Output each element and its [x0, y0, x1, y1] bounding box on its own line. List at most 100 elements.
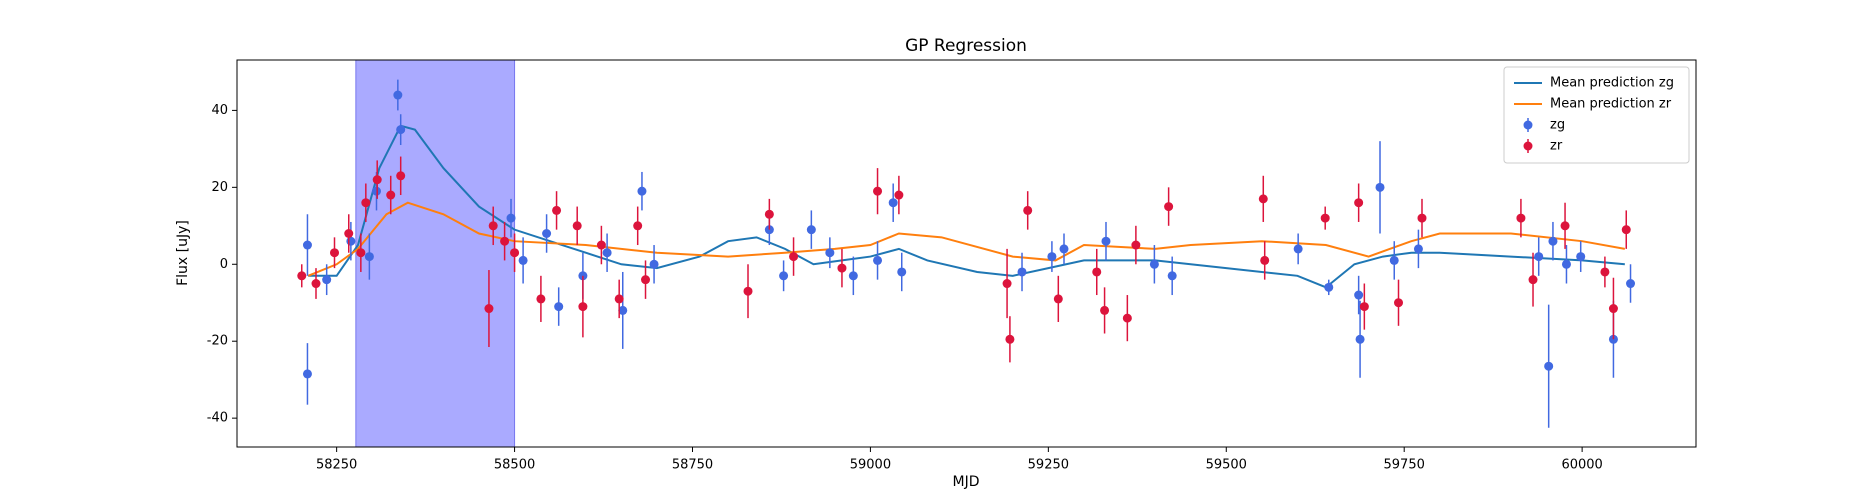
data-point: [779, 271, 789, 281]
data-point: [1167, 271, 1177, 281]
data-point: [825, 248, 835, 258]
legend-label: zg: [1550, 118, 1565, 133]
data-point: [297, 271, 307, 281]
data-point: [356, 248, 366, 258]
data-point: [1548, 236, 1558, 246]
data-point: [618, 305, 628, 315]
data-point: [894, 190, 904, 200]
data-point: [554, 302, 564, 312]
data-point: [897, 267, 907, 277]
data-point: [396, 125, 406, 135]
data-point: [1059, 244, 1069, 254]
data-point: [1101, 236, 1111, 246]
data-point: [743, 286, 753, 296]
data-point: [1528, 275, 1538, 285]
data-point: [1621, 225, 1631, 235]
x-axis-label: MJD: [953, 474, 980, 490]
data-point: [552, 205, 562, 215]
highlight-span: [355, 59, 516, 448]
data-point: [1354, 290, 1364, 300]
data-point: [1047, 252, 1057, 262]
data-point: [536, 294, 546, 304]
data-point: [614, 294, 624, 304]
mean-line: [307, 201, 1626, 277]
data-point: [1293, 244, 1303, 254]
x-tick-label: 59250: [1028, 458, 1069, 473]
data-point: [1608, 304, 1618, 314]
legend-label: zr: [1550, 139, 1563, 154]
data-point: [1389, 255, 1399, 265]
x-tick-label: 58750: [672, 458, 713, 473]
data-point: [1324, 282, 1334, 292]
data-point: [1355, 334, 1365, 344]
data-point: [873, 255, 883, 265]
legend-label: Mean prediction zg: [1550, 76, 1674, 91]
data-point: [393, 90, 403, 100]
data-point: [602, 248, 612, 258]
data-point: [837, 263, 847, 273]
data-point: [302, 240, 312, 250]
data-point: [344, 228, 354, 238]
x-tick-label: 60000: [1561, 458, 1602, 473]
data-point: [500, 236, 510, 246]
data-point: [633, 221, 643, 231]
data-point: [510, 248, 520, 258]
data-point: [1516, 213, 1526, 223]
data-point: [572, 221, 582, 231]
data-point: [1149, 259, 1159, 269]
data-point: [1354, 198, 1364, 208]
data-point: [330, 248, 340, 258]
data-point: [1258, 194, 1268, 204]
data-point: [1023, 205, 1033, 215]
data-point: [361, 198, 371, 208]
data-point: [1260, 255, 1270, 265]
x-tick-label: 58500: [494, 458, 535, 473]
data-point: [1017, 267, 1027, 277]
data-point: [1002, 279, 1012, 289]
data-point: [542, 228, 552, 238]
data-point: [578, 302, 588, 312]
data-point: [518, 255, 528, 265]
data-point: [1534, 252, 1544, 262]
data-point: [1100, 305, 1110, 315]
legend-dot: [1523, 120, 1533, 130]
data-point: [1413, 244, 1423, 254]
y-axis-label: Flux [uJy]: [175, 220, 191, 286]
data-point: [1626, 279, 1636, 289]
y-tick-label: -40: [207, 411, 228, 426]
plot-frame: [236, 59, 1697, 448]
data-point: [1131, 240, 1141, 250]
data-point: [1375, 182, 1385, 192]
data-point: [488, 221, 498, 231]
data-point: [888, 198, 898, 208]
data-point: [1005, 334, 1015, 344]
data-point: [1394, 298, 1404, 308]
data-point: [1544, 361, 1554, 371]
data-point: [322, 275, 332, 285]
data-point: [1122, 313, 1132, 323]
data-point: [806, 225, 816, 235]
data-point: [1576, 252, 1586, 262]
plot-area: [297, 79, 1636, 428]
data-point: [346, 236, 356, 246]
data-point: [1359, 302, 1369, 312]
data-point: [789, 252, 799, 262]
data-point: [1092, 267, 1102, 277]
legend-label: Mean prediction zr: [1550, 97, 1672, 112]
data-point: [764, 209, 774, 219]
y-tick-label: 0: [220, 257, 228, 272]
data-point: [364, 252, 374, 262]
chart-title: GP Regression: [905, 36, 1027, 56]
data-point: [873, 186, 883, 196]
data-point: [396, 171, 406, 181]
data-point: [302, 369, 312, 379]
x-tick-label: 59000: [850, 458, 891, 473]
data-point: [649, 259, 659, 269]
data-point: [637, 186, 647, 196]
legend-box: [1503, 66, 1690, 164]
x-tick-label: 59750: [1384, 458, 1425, 473]
data-point: [1053, 294, 1063, 304]
data-point: [484, 304, 494, 314]
data-point: [506, 213, 516, 223]
